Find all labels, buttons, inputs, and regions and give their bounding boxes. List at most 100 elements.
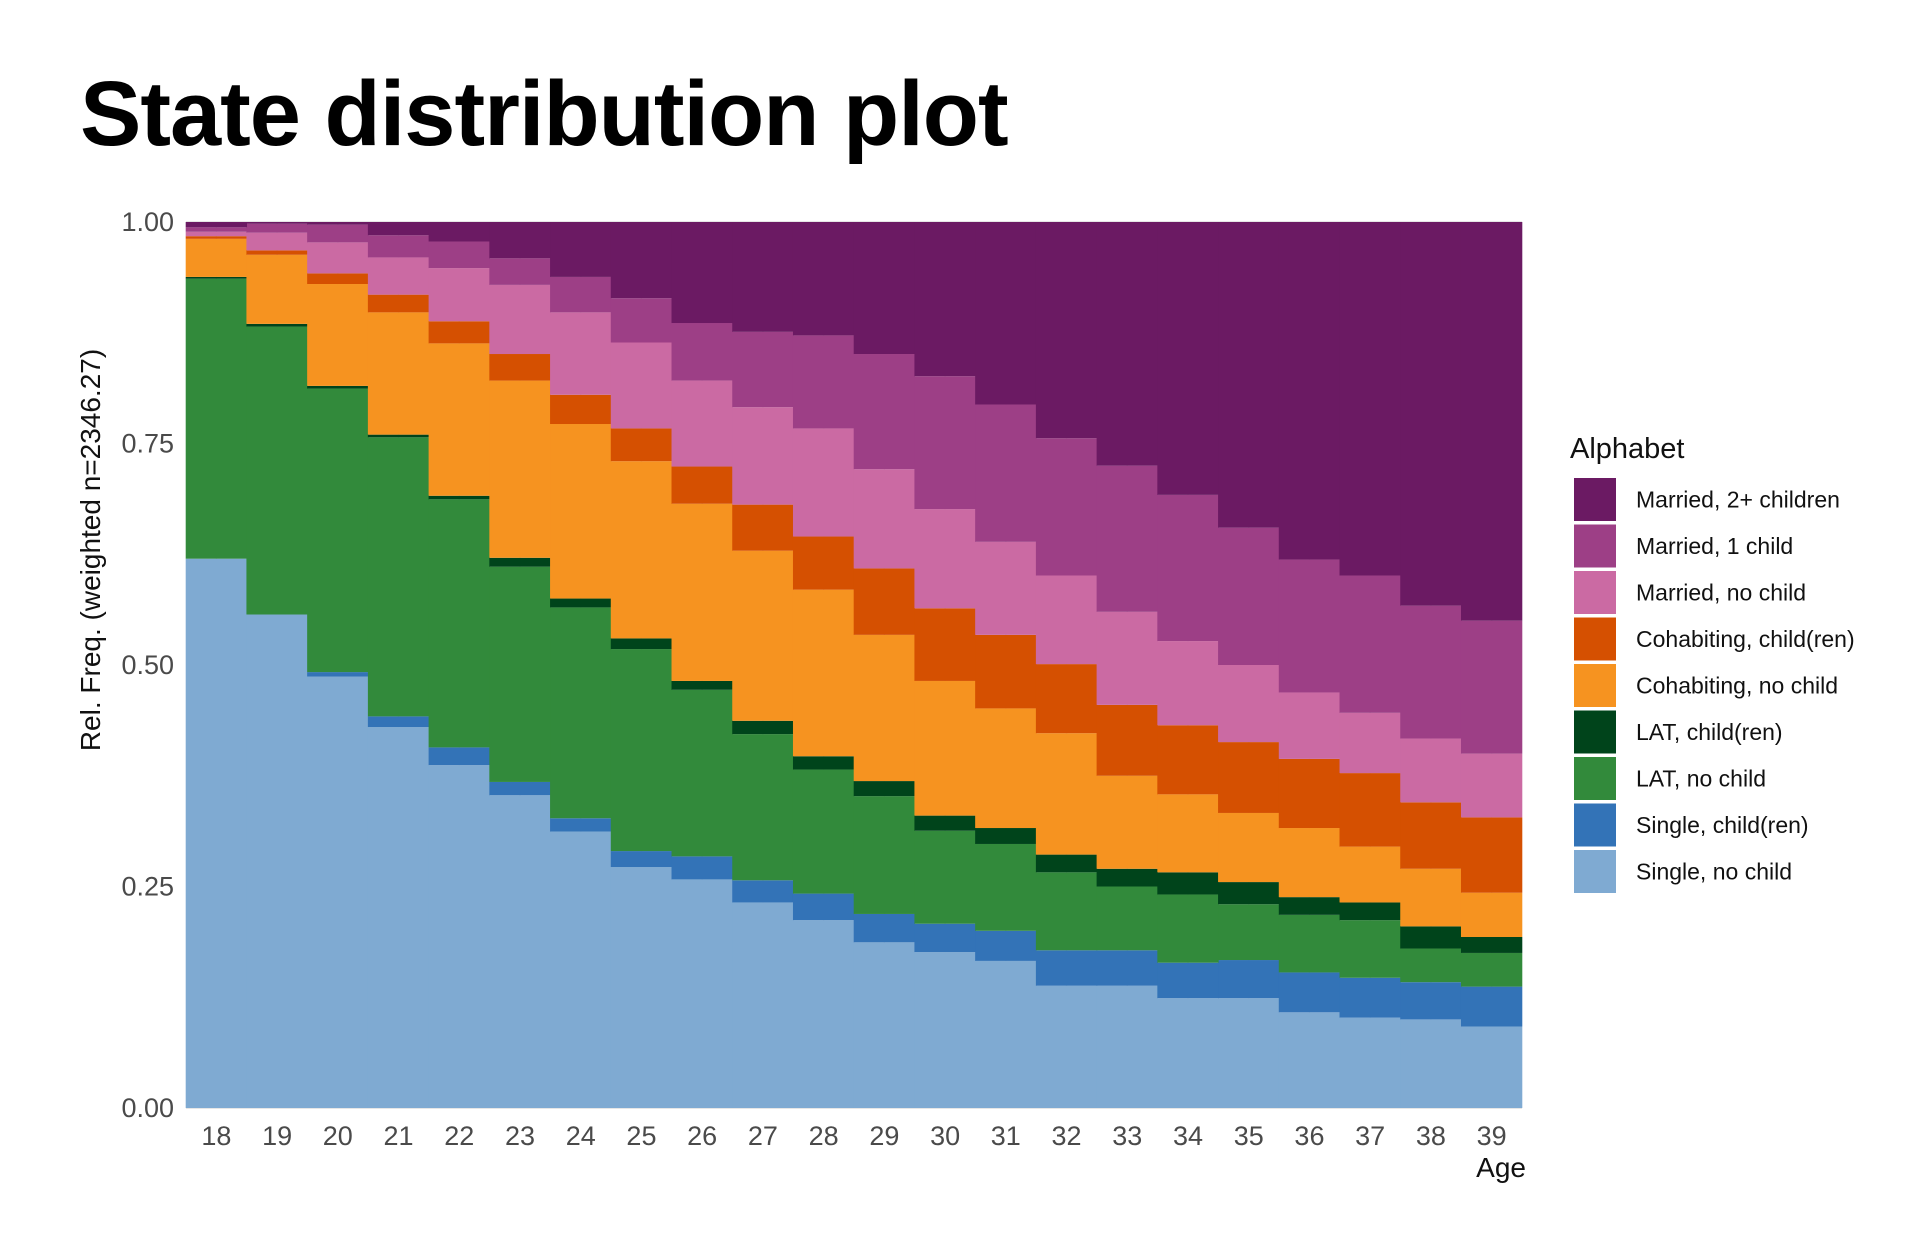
segment <box>792 428 855 537</box>
segment <box>1157 725 1219 795</box>
y-axis: 0.00 0.25 0.50 0.75 1.00 <box>121 207 174 1123</box>
segment <box>671 323 733 381</box>
segment <box>610 867 673 1108</box>
segment <box>1096 465 1158 612</box>
segment <box>1339 712 1401 774</box>
y-tick-label: 0.50 <box>121 650 174 680</box>
segment <box>185 227 248 232</box>
segment <box>853 942 916 1108</box>
segment <box>1218 812 1280 883</box>
segment <box>1096 868 1158 887</box>
segment <box>367 294 430 313</box>
segment <box>307 222 369 225</box>
segment <box>975 708 1037 829</box>
segment <box>1278 692 1341 759</box>
segment <box>367 235 430 258</box>
legend-label: Cohabiting, no child <box>1636 673 1838 699</box>
segment <box>1035 950 1098 986</box>
segment <box>732 222 794 332</box>
segment <box>671 466 733 504</box>
segment <box>610 461 673 639</box>
segment <box>1460 1026 1523 1108</box>
segment <box>367 437 430 717</box>
segment <box>1157 641 1219 726</box>
legend-item: Married, no child <box>1574 571 1806 614</box>
stacked-areas <box>185 222 1523 1108</box>
segment <box>975 960 1037 1108</box>
legend-item: Single, child(ren) <box>1574 803 1809 847</box>
segment <box>185 222 248 228</box>
legend-item: Cohabiting, no child <box>1574 664 1838 707</box>
segment <box>1400 802 1462 869</box>
segment <box>489 557 551 567</box>
segment <box>246 323 308 327</box>
segment <box>185 236 248 239</box>
x-axis-label: Age <box>1476 1152 1526 1183</box>
segment <box>1400 868 1462 927</box>
legend-label: Single, no child <box>1636 859 1792 885</box>
x-tick-label: 26 <box>687 1121 717 1151</box>
segment <box>428 268 490 322</box>
segment <box>732 504 794 551</box>
legend-swatch <box>1574 524 1616 568</box>
segment <box>246 254 308 324</box>
segment <box>1400 948 1462 983</box>
segment <box>1218 960 1280 999</box>
segment <box>550 222 612 277</box>
legend-label: LAT, child(ren) <box>1636 719 1783 745</box>
chart-title: State distribution plot <box>80 63 1009 165</box>
legend-label: Married, 2+ children <box>1636 487 1840 513</box>
segment <box>975 541 1037 635</box>
segment <box>1460 817 1523 893</box>
segment <box>1096 886 1158 951</box>
segment <box>185 238 248 277</box>
segment <box>246 326 308 615</box>
segment <box>1460 986 1523 1027</box>
segment <box>428 499 490 748</box>
segment <box>792 222 855 336</box>
segment <box>671 856 733 880</box>
x-tick-label: 22 <box>444 1121 474 1151</box>
segment <box>732 902 794 1108</box>
legend-swatch <box>1574 803 1616 847</box>
segment <box>792 335 855 429</box>
segment <box>792 589 855 757</box>
segment <box>1035 438 1098 576</box>
segment <box>610 851 673 868</box>
segment <box>1096 985 1158 1108</box>
segment <box>307 672 369 677</box>
segment <box>1035 575 1098 665</box>
segment <box>185 558 248 1108</box>
segment <box>367 727 430 1108</box>
segment <box>550 607 612 819</box>
segment <box>1035 854 1098 873</box>
segment <box>610 428 673 462</box>
segment <box>550 276 612 313</box>
segment <box>975 828 1037 844</box>
segment <box>671 689 733 857</box>
segment <box>732 550 794 721</box>
x-tick-label: 35 <box>1234 1121 1264 1151</box>
segment <box>671 680 733 690</box>
segment <box>671 503 733 681</box>
segment <box>853 796 916 914</box>
segment <box>853 354 916 470</box>
legend-swatch <box>1574 478 1616 521</box>
segment <box>1400 222 1462 606</box>
segment <box>1157 962 1219 999</box>
segment <box>1460 937 1523 953</box>
segment <box>610 342 673 429</box>
segment <box>792 769 855 894</box>
x-tick-label: 19 <box>262 1121 292 1151</box>
x-tick-label: 32 <box>1052 1121 1082 1151</box>
x-tick-label: 33 <box>1112 1121 1142 1151</box>
segment <box>307 224 369 243</box>
segment <box>853 568 916 635</box>
segment <box>1157 494 1219 642</box>
segment <box>1035 733 1098 855</box>
x-tick-label: 31 <box>991 1121 1021 1151</box>
segment <box>914 830 976 924</box>
segment <box>1400 605 1462 739</box>
legend-swatch <box>1574 617 1616 661</box>
